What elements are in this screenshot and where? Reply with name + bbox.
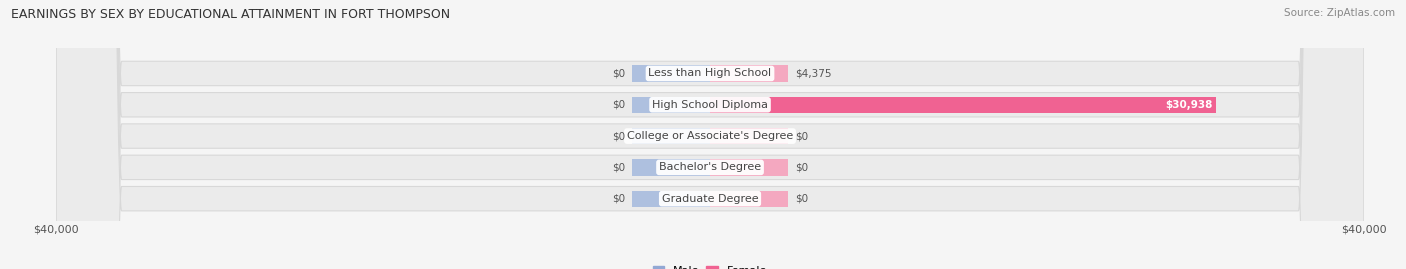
Bar	[631, 128, 710, 144]
Text: $0: $0	[794, 162, 808, 172]
FancyBboxPatch shape	[56, 0, 1364, 269]
Bar	[710, 128, 789, 144]
Text: $0: $0	[794, 131, 808, 141]
Bar	[710, 65, 789, 82]
Bar	[710, 190, 789, 207]
Legend: Male, Female: Male, Female	[648, 261, 772, 269]
Text: $0: $0	[612, 69, 626, 79]
Text: Graduate Degree: Graduate Degree	[662, 194, 758, 204]
Text: Source: ZipAtlas.com: Source: ZipAtlas.com	[1284, 8, 1395, 18]
FancyBboxPatch shape	[56, 0, 1364, 269]
Bar	[631, 65, 710, 82]
Text: $0: $0	[612, 100, 626, 110]
Text: $0: $0	[612, 194, 626, 204]
Bar	[710, 97, 1216, 113]
Text: Less than High School: Less than High School	[648, 69, 772, 79]
Text: $0: $0	[612, 162, 626, 172]
Text: College or Associate's Degree: College or Associate's Degree	[627, 131, 793, 141]
Text: $0: $0	[612, 131, 626, 141]
Text: $30,938: $30,938	[1166, 100, 1212, 110]
Bar	[631, 190, 710, 207]
FancyBboxPatch shape	[56, 0, 1364, 269]
FancyBboxPatch shape	[56, 0, 1364, 269]
Bar	[710, 159, 789, 175]
Text: EARNINGS BY SEX BY EDUCATIONAL ATTAINMENT IN FORT THOMPSON: EARNINGS BY SEX BY EDUCATIONAL ATTAINMEN…	[11, 8, 450, 21]
Text: High School Diploma: High School Diploma	[652, 100, 768, 110]
Text: $0: $0	[794, 194, 808, 204]
Text: $4,375: $4,375	[794, 69, 831, 79]
Bar	[631, 159, 710, 175]
Text: Bachelor's Degree: Bachelor's Degree	[659, 162, 761, 172]
Bar	[631, 97, 710, 113]
FancyBboxPatch shape	[56, 0, 1364, 269]
